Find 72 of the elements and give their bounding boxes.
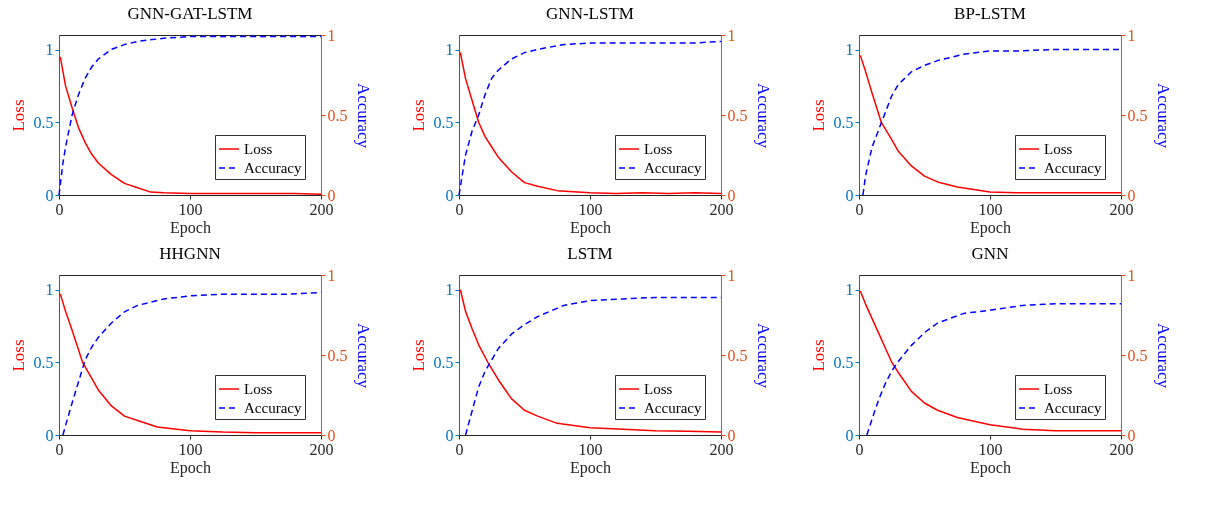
y-tick-label: 0	[45, 186, 54, 204]
x-axis-title: Epoch	[170, 458, 211, 477]
y2-axis-title: Accuracy	[753, 322, 773, 389]
legend-label: Loss	[1044, 141, 1073, 157]
x-tick-label: 100	[978, 200, 1003, 218]
y-tick-label: 1	[845, 281, 854, 299]
y-axis-title: Loss	[808, 99, 828, 132]
y2-axis-title: Accuracy	[353, 82, 373, 149]
x-tick-label: 100	[978, 440, 1003, 458]
legend-label: Loss	[644, 141, 673, 157]
chart-title: GNN-GAT-LSTM	[127, 4, 253, 23]
y2-tick-label: 0.5	[327, 346, 348, 364]
legend-label: Accuracy	[244, 400, 302, 416]
y-tick-label: 1	[445, 281, 454, 299]
legend-label: Loss	[244, 381, 273, 397]
y-tick-label: 0.5	[33, 353, 54, 371]
legend-label: Loss	[644, 381, 673, 397]
x-tick-label: 100	[178, 440, 203, 458]
x-tick-label: 100	[578, 200, 603, 218]
y2-tick-label: 1	[727, 266, 736, 284]
legend-label: Loss	[244, 141, 273, 157]
y2-tick-label: 0.5	[327, 106, 348, 124]
y-tick-label: 0.5	[833, 113, 854, 131]
y2-tick-label: 0.5	[727, 346, 748, 364]
legend-label: Loss	[1044, 381, 1073, 397]
legend-label: Accuracy	[1044, 400, 1102, 416]
y-tick-label: 1	[45, 281, 54, 299]
y2-axis-title: Accuracy	[1153, 322, 1173, 389]
y-tick-label: 1	[45, 41, 54, 59]
x-axis-title: Epoch	[970, 458, 1011, 477]
y-tick-label: 0.5	[433, 113, 454, 131]
chart-title: HHGNN	[159, 244, 221, 263]
y-tick-label: 1	[845, 41, 854, 59]
x-axis-title: Epoch	[570, 458, 611, 477]
y-tick-label: 0	[45, 426, 54, 444]
y2-tick-label: 1	[327, 266, 336, 284]
legend-label: Accuracy	[244, 160, 302, 176]
legend-label: Accuracy	[644, 400, 702, 416]
y-tick-label: 0	[445, 426, 454, 444]
y-axis-title: Loss	[408, 99, 428, 132]
y2-axis-title: Accuracy	[353, 322, 373, 389]
chart-title: BP-LSTM	[954, 4, 1026, 23]
chart-title: LSTM	[567, 244, 613, 263]
y-tick-label: 0.5	[433, 353, 454, 371]
y2-tick-label: 0.5	[727, 106, 748, 124]
y2-tick-label: 1	[1127, 26, 1136, 44]
x-tick-label: 100	[578, 440, 603, 458]
y2-tick-label: 1	[327, 26, 336, 44]
legend-label: Accuracy	[1044, 160, 1102, 176]
y2-axis-title: Accuracy	[753, 82, 773, 149]
y-axis-title: Loss	[408, 339, 428, 372]
y-tick-label: 0	[845, 426, 854, 444]
y2-axis-title: Accuracy	[1153, 82, 1173, 149]
legend-label: Accuracy	[644, 160, 702, 176]
y-axis-title: Loss	[808, 339, 828, 372]
chart-title: GNN	[971, 244, 1009, 263]
y-tick-label: 1	[445, 41, 454, 59]
x-axis-title: Epoch	[970, 218, 1011, 237]
y-tick-label: 0	[445, 186, 454, 204]
x-axis-title: Epoch	[170, 218, 211, 237]
y-axis-title: Loss	[8, 339, 28, 372]
y-tick-label: 0.5	[33, 113, 54, 131]
x-axis-title: Epoch	[570, 218, 611, 237]
y2-tick-label: 0.5	[1127, 346, 1148, 364]
y-tick-label: 0	[845, 186, 854, 204]
chart-title: GNN-LSTM	[546, 4, 634, 23]
y2-tick-label: 1	[727, 26, 736, 44]
x-tick-label: 100	[178, 200, 203, 218]
y2-tick-label: 0.5	[1127, 106, 1148, 124]
y-axis-title: Loss	[8, 99, 28, 132]
y2-tick-label: 1	[1127, 266, 1136, 284]
y-tick-label: 0.5	[833, 353, 854, 371]
